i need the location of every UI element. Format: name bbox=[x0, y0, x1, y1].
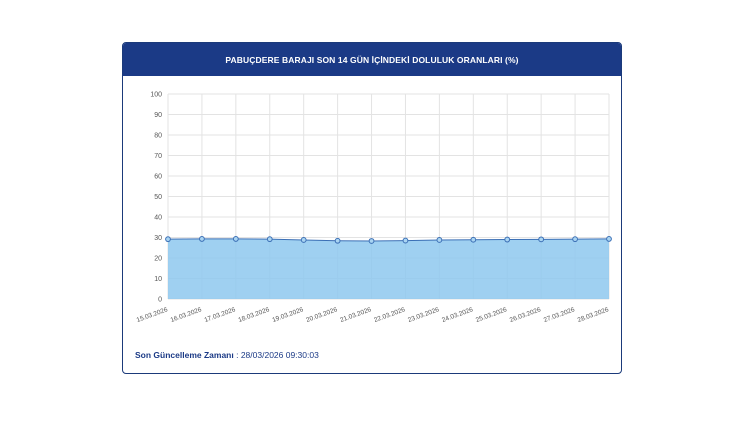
data-point bbox=[606, 236, 612, 242]
data-point bbox=[368, 238, 375, 244]
data-point bbox=[232, 236, 239, 242]
x-tick-label: 18.03.2026 bbox=[237, 306, 270, 324]
y-tick-label: 30 bbox=[154, 235, 162, 242]
x-tick-label: 24.03.2026 bbox=[441, 306, 474, 324]
y-tick-label: 50 bbox=[154, 194, 162, 201]
x-tick-label: 19.03.2026 bbox=[271, 306, 304, 324]
data-point bbox=[266, 236, 273, 243]
data-point bbox=[402, 237, 409, 244]
x-tick-label: 28.03.2026 bbox=[577, 306, 610, 324]
x-tick-label: 15.03.2026 bbox=[136, 306, 169, 324]
x-tick-label: 25.03.2026 bbox=[475, 306, 508, 324]
data-point bbox=[199, 236, 205, 242]
y-tick-label: 0 bbox=[158, 297, 162, 304]
x-tick-label: 26.03.2026 bbox=[509, 306, 542, 324]
data-point bbox=[572, 236, 578, 243]
data-point bbox=[165, 236, 171, 243]
data-point bbox=[470, 236, 477, 243]
chart-card: PABUÇDERE BARAJI SON 14 GÜN İÇİNDEKİ DOL… bbox=[122, 42, 622, 374]
chart-area: 0 10 20 30 40 50 60 70 80 90 100 15.03.2026 16.03.20… bbox=[123, 76, 621, 336]
data-point bbox=[334, 237, 341, 244]
y-tick-label: 90 bbox=[154, 112, 162, 119]
series-area bbox=[168, 238, 609, 299]
y-tick-label: 60 bbox=[154, 174, 162, 181]
chart-title: PABUÇDERE BARAJI SON 14 GÜN İÇİNDEKİ DOL… bbox=[123, 43, 621, 76]
y-tick-label: 10 bbox=[154, 276, 162, 283]
last-update-label: Son Güncelleme Zamanı bbox=[135, 350, 234, 360]
series-line bbox=[167, 238, 610, 242]
data-point bbox=[436, 237, 443, 243]
x-tick-label: 27.03.2026 bbox=[543, 306, 576, 324]
last-update-separator: : bbox=[233, 350, 241, 360]
occupancy-chart: 0 10 20 30 40 50 60 70 80 90 100 15.03.2026 16.03.20… bbox=[136, 92, 612, 324]
y-tick-label: 80 bbox=[154, 133, 162, 140]
x-tick-label: 20.03.2026 bbox=[305, 306, 338, 324]
x-tick-label: 16.03.2026 bbox=[170, 306, 203, 324]
y-tick-label: 40 bbox=[154, 215, 162, 222]
y-tick-label: 70 bbox=[154, 153, 162, 160]
data-point bbox=[538, 236, 545, 243]
y-tick-label: 100 bbox=[150, 92, 162, 99]
last-update: Son Güncelleme Zamanı : 28/03/2026 09:30… bbox=[135, 350, 319, 360]
x-tick-label: 23.03.2026 bbox=[407, 306, 440, 324]
y-tick-label: 20 bbox=[154, 256, 162, 263]
data-point bbox=[300, 237, 307, 243]
data-point bbox=[504, 236, 511, 243]
x-tick-label: 21.03.2026 bbox=[339, 306, 372, 324]
x-tick-label: 22.03.2026 bbox=[373, 306, 406, 324]
x-tick-label: 17.03.2026 bbox=[204, 306, 237, 324]
last-update-value: 28/03/2026 09:30:03 bbox=[240, 350, 319, 360]
